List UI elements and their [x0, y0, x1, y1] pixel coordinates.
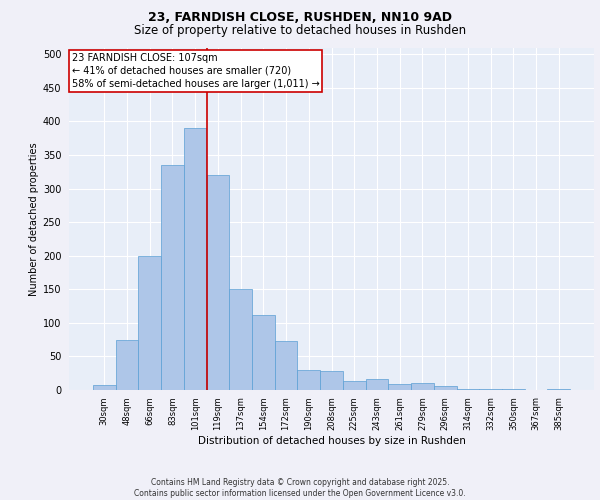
- Bar: [252, 315, 275, 390]
- Bar: [93, 384, 116, 390]
- Bar: [320, 371, 343, 390]
- Bar: [184, 128, 206, 390]
- Text: 23, FARNDISH CLOSE, RUSHDEN, NN10 9AD: 23, FARNDISH CLOSE, RUSHDEN, NN10 9AD: [148, 11, 452, 24]
- Bar: [275, 341, 298, 390]
- Bar: [116, 340, 139, 390]
- Bar: [388, 384, 411, 390]
- Text: 23 FARNDISH CLOSE: 107sqm
← 41% of detached houses are smaller (720)
58% of semi: 23 FARNDISH CLOSE: 107sqm ← 41% of detac…: [71, 52, 319, 89]
- Bar: [434, 386, 457, 390]
- Bar: [343, 380, 365, 390]
- Bar: [139, 256, 161, 390]
- Text: Contains HM Land Registry data © Crown copyright and database right 2025.
Contai: Contains HM Land Registry data © Crown c…: [134, 478, 466, 498]
- Text: Size of property relative to detached houses in Rushden: Size of property relative to detached ho…: [134, 24, 466, 37]
- Bar: [161, 165, 184, 390]
- Bar: [229, 290, 252, 390]
- Bar: [365, 378, 388, 390]
- Y-axis label: Number of detached properties: Number of detached properties: [29, 142, 38, 296]
- Bar: [411, 382, 434, 390]
- X-axis label: Distribution of detached houses by size in Rushden: Distribution of detached houses by size …: [197, 436, 466, 446]
- Bar: [206, 175, 229, 390]
- Bar: [457, 388, 479, 390]
- Bar: [298, 370, 320, 390]
